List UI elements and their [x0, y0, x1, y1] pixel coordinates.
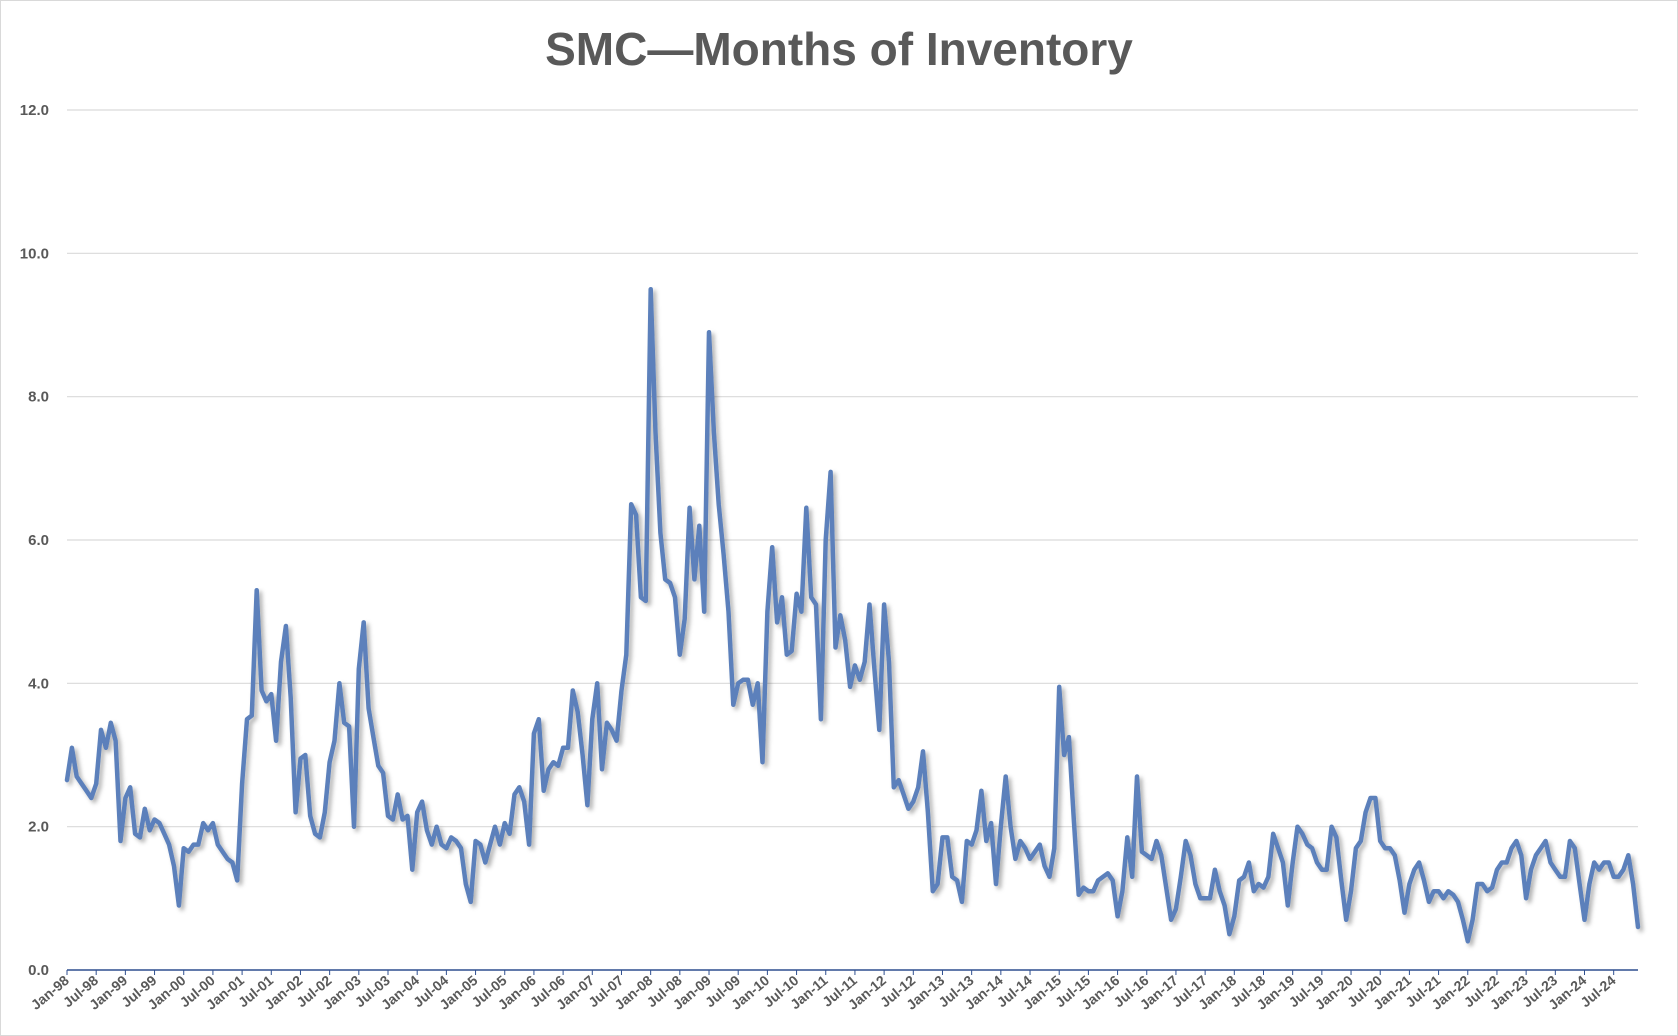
y-tick-label: 8.0 [28, 389, 49, 406]
series-layer [64, 286, 1641, 944]
y-tick-label: 2.0 [28, 819, 49, 836]
chart-title: SMC—Months of Inventory [545, 23, 1133, 75]
y-tick-label: 12.0 [20, 102, 49, 119]
y-tick-label: 6.0 [28, 532, 49, 549]
gridlines [67, 109, 1638, 828]
y-tick-label: 10.0 [20, 245, 49, 262]
y-axis: 0.0 2.0 4.0 6.0 8.0 10.0 12.0 [20, 102, 49, 979]
y-tick-label: 0.0 [28, 962, 49, 979]
x-axis: Jan-98Jul-98Jan-99Jul-99Jan-00Jul-00Jan-… [28, 969, 1638, 1013]
series-line-months-of-inventory [64, 286, 1641, 944]
y-tick-label: 4.0 [28, 675, 49, 692]
